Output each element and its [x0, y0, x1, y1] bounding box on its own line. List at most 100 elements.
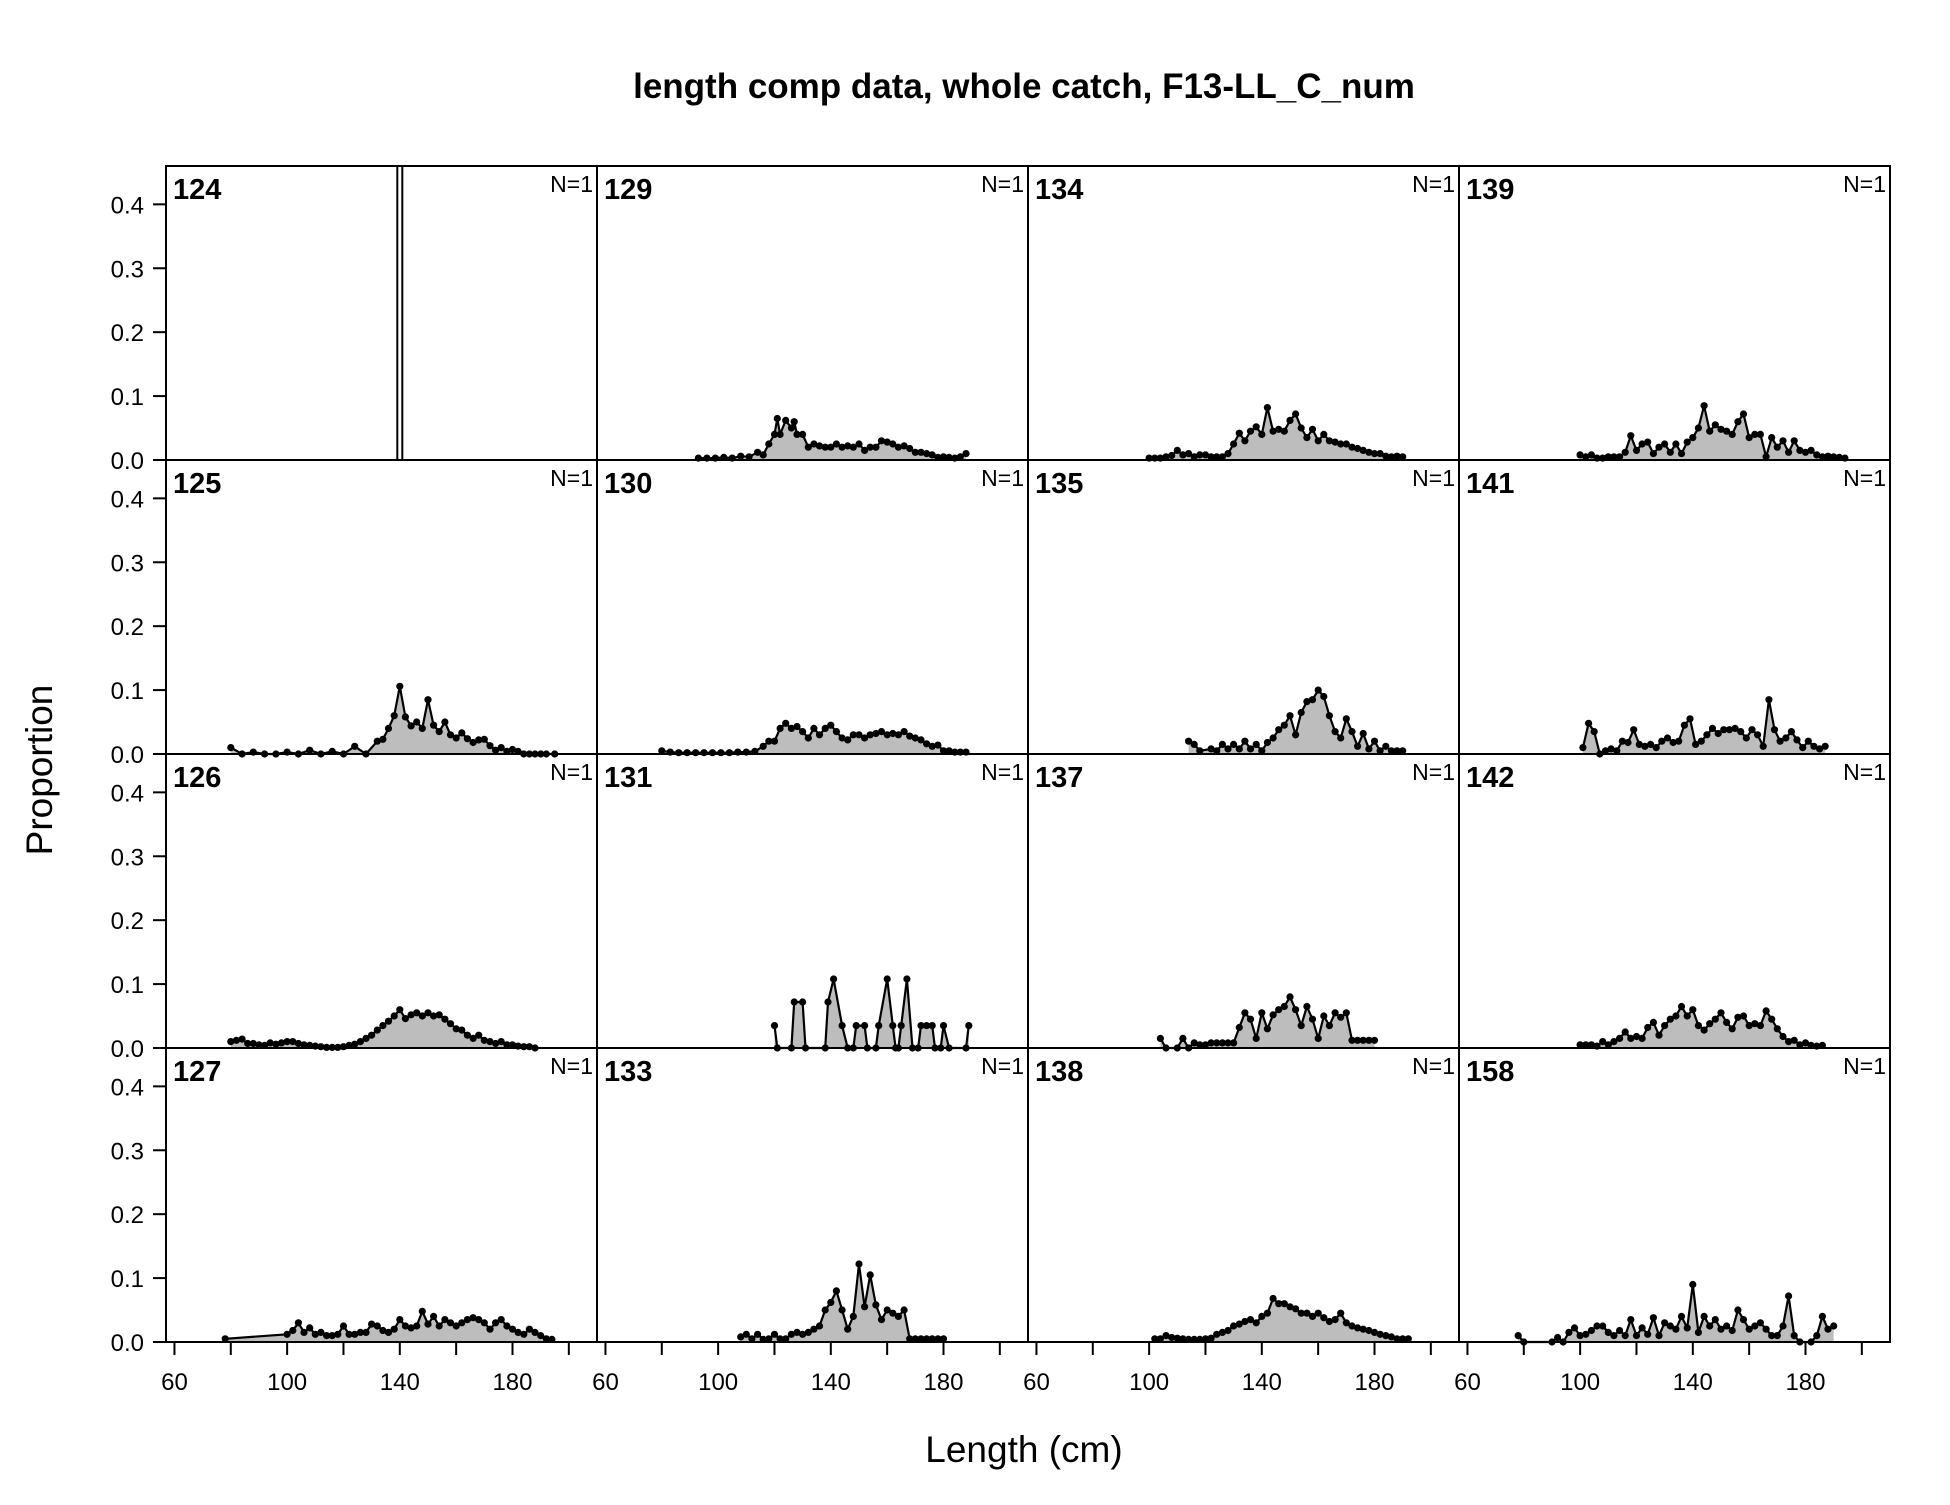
- data-point: [1354, 1036, 1362, 1044]
- data-point: [1269, 1294, 1277, 1303]
- data-point: [861, 734, 869, 742]
- data-point: [300, 1041, 308, 1049]
- y-tick-label: 0.4: [111, 486, 144, 513]
- data-point: [737, 452, 745, 460]
- data-point: [424, 1009, 432, 1017]
- data-point: [1728, 1025, 1736, 1033]
- data-point: [759, 451, 767, 459]
- data-point: [1818, 453, 1826, 461]
- data-point: [717, 749, 725, 757]
- data-point: [1604, 1041, 1612, 1049]
- data-point: [1779, 1322, 1787, 1330]
- data-point: [1230, 1039, 1238, 1047]
- data-point: [855, 731, 863, 739]
- x-tick-label: 60: [1023, 1369, 1050, 1396]
- data-point: [1348, 1036, 1356, 1044]
- data-point: [1762, 1007, 1770, 1015]
- data-point: [1756, 1319, 1764, 1327]
- data-point: [1762, 453, 1770, 461]
- data-point: [790, 418, 798, 426]
- data-point: [373, 1026, 381, 1034]
- panel-frame: [1027, 459, 1460, 755]
- data-point: [475, 1031, 483, 1039]
- data-point: [537, 1332, 545, 1340]
- data-point: [345, 1330, 353, 1338]
- data-point: [1280, 427, 1288, 435]
- data-point: [1677, 1312, 1686, 1320]
- panel-n-label: N=1: [981, 759, 1024, 785]
- y-tick-label: 0.1: [111, 384, 144, 411]
- data-point: [1246, 745, 1255, 753]
- data-point: [1297, 1309, 1305, 1317]
- data-point: [390, 712, 398, 720]
- data-point: [323, 1332, 331, 1340]
- data-point: [379, 1326, 387, 1335]
- data-point: [1292, 1305, 1300, 1313]
- data-point: [1751, 430, 1759, 438]
- data-point: [827, 1298, 835, 1306]
- data-point: [508, 745, 517, 754]
- data-point: [872, 1301, 880, 1309]
- data-point: [838, 443, 846, 451]
- panel-n-label: N=1: [981, 171, 1024, 197]
- x-axis-label: Length (cm): [925, 1429, 1122, 1470]
- data-point: [1630, 726, 1638, 734]
- data-point: [1314, 437, 1322, 445]
- data-point: [1723, 1018, 1731, 1026]
- data-point: [1661, 440, 1669, 448]
- data-point: [1756, 1022, 1764, 1030]
- data-point: [1683, 1012, 1691, 1020]
- data-point: [737, 1333, 745, 1341]
- data-point: [1320, 692, 1328, 701]
- data-point: [1365, 448, 1373, 456]
- x-tick-label: 140: [1673, 1369, 1713, 1396]
- data-point: [1213, 1039, 1221, 1047]
- data-point: [776, 724, 784, 733]
- data-point: [1632, 1032, 1641, 1041]
- data-point: [1218, 1039, 1226, 1047]
- data-point: [838, 734, 846, 742]
- panel-label: 126: [173, 762, 221, 794]
- chart-title: length comp data, whole catch, F13-LL_C_…: [633, 67, 1415, 106]
- panel-label: 130: [604, 468, 652, 500]
- data-point: [1689, 434, 1697, 442]
- data-point: [238, 1035, 246, 1043]
- data-point: [917, 736, 925, 744]
- y-tick-label: 0.2: [111, 320, 144, 347]
- data-point: [1821, 742, 1829, 750]
- data-point: [1207, 453, 1215, 461]
- data-point: [1590, 728, 1598, 736]
- data-point: [1813, 1332, 1821, 1340]
- data-point: [1632, 1332, 1641, 1340]
- data-point: [1686, 715, 1694, 723]
- data-point: [1613, 747, 1621, 755]
- y-tick-label: 0.1: [111, 1266, 144, 1293]
- x-tick-label: 140: [380, 1369, 420, 1396]
- data-point: [390, 1325, 398, 1333]
- data-point: [1700, 1312, 1708, 1320]
- data-point: [1587, 451, 1595, 459]
- data-point: [356, 1038, 364, 1046]
- data-point: [1587, 1041, 1595, 1049]
- data-point: [1230, 740, 1238, 749]
- data-point: [1601, 747, 1610, 755]
- y-tick-label: 0.4: [111, 192, 144, 219]
- data-point: [1382, 742, 1390, 750]
- data-point: [1627, 432, 1635, 440]
- data-point: [855, 1260, 863, 1268]
- panel-130: 130 N=1: [596, 459, 1029, 757]
- data-point: [1734, 1306, 1742, 1314]
- data-point: [1207, 1334, 1215, 1342]
- data-point: [1765, 696, 1773, 704]
- panel-label: 127: [173, 1056, 221, 1088]
- data-point: [373, 1322, 381, 1330]
- data-point: [1342, 715, 1350, 723]
- data-point: [1179, 1034, 1187, 1042]
- data-point: [897, 1022, 905, 1030]
- data-point: [1286, 712, 1294, 720]
- y-tick-label: 0.3: [111, 256, 144, 283]
- data-point: [1728, 430, 1736, 438]
- data-point: [923, 450, 931, 458]
- data-point: [1737, 728, 1745, 736]
- data-point: [1207, 1039, 1215, 1047]
